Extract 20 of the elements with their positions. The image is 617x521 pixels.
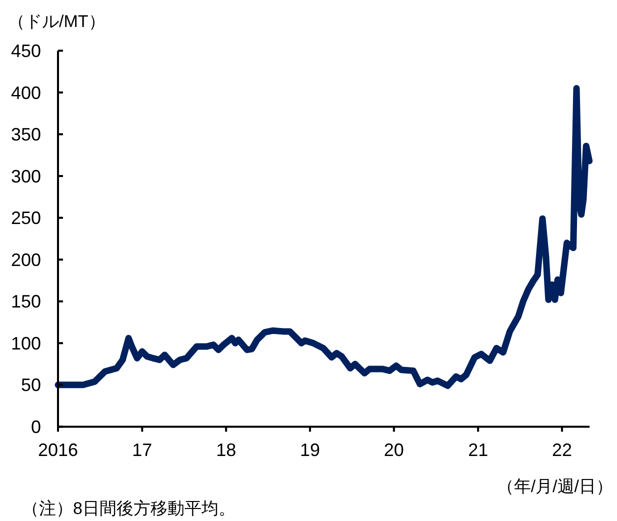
y-tick-label: 250 — [10, 208, 41, 228]
x-tick-label: 18 — [216, 440, 236, 460]
x-tick-label: 17 — [132, 440, 152, 460]
y-tick-label: 400 — [10, 82, 41, 103]
y-tick-label: 200 — [10, 250, 41, 270]
x-tick-label: 21 — [468, 440, 488, 460]
y-tick-label: 350 — [10, 124, 41, 145]
x-axis-title: （年/月/週/日） — [496, 477, 613, 496]
y-tick-label: 300 — [10, 166, 41, 186]
y-tick-label: 100 — [10, 333, 41, 354]
y-tick-label: 0 — [30, 417, 41, 437]
text: （注）8日間後方移動平均。 — [22, 499, 236, 518]
x-tick-label: 2016 — [38, 440, 78, 460]
x-tick-label: 20 — [384, 440, 404, 460]
y-tick-label: 50 — [20, 375, 41, 396]
x-tick-label: 19 — [300, 440, 320, 460]
y-axis-title: （ドル/MT） — [8, 12, 106, 31]
y-tick-label: 450 — [10, 41, 41, 61]
x-tick-label: 22 — [552, 440, 572, 460]
y-tick-label: 150 — [10, 292, 41, 312]
